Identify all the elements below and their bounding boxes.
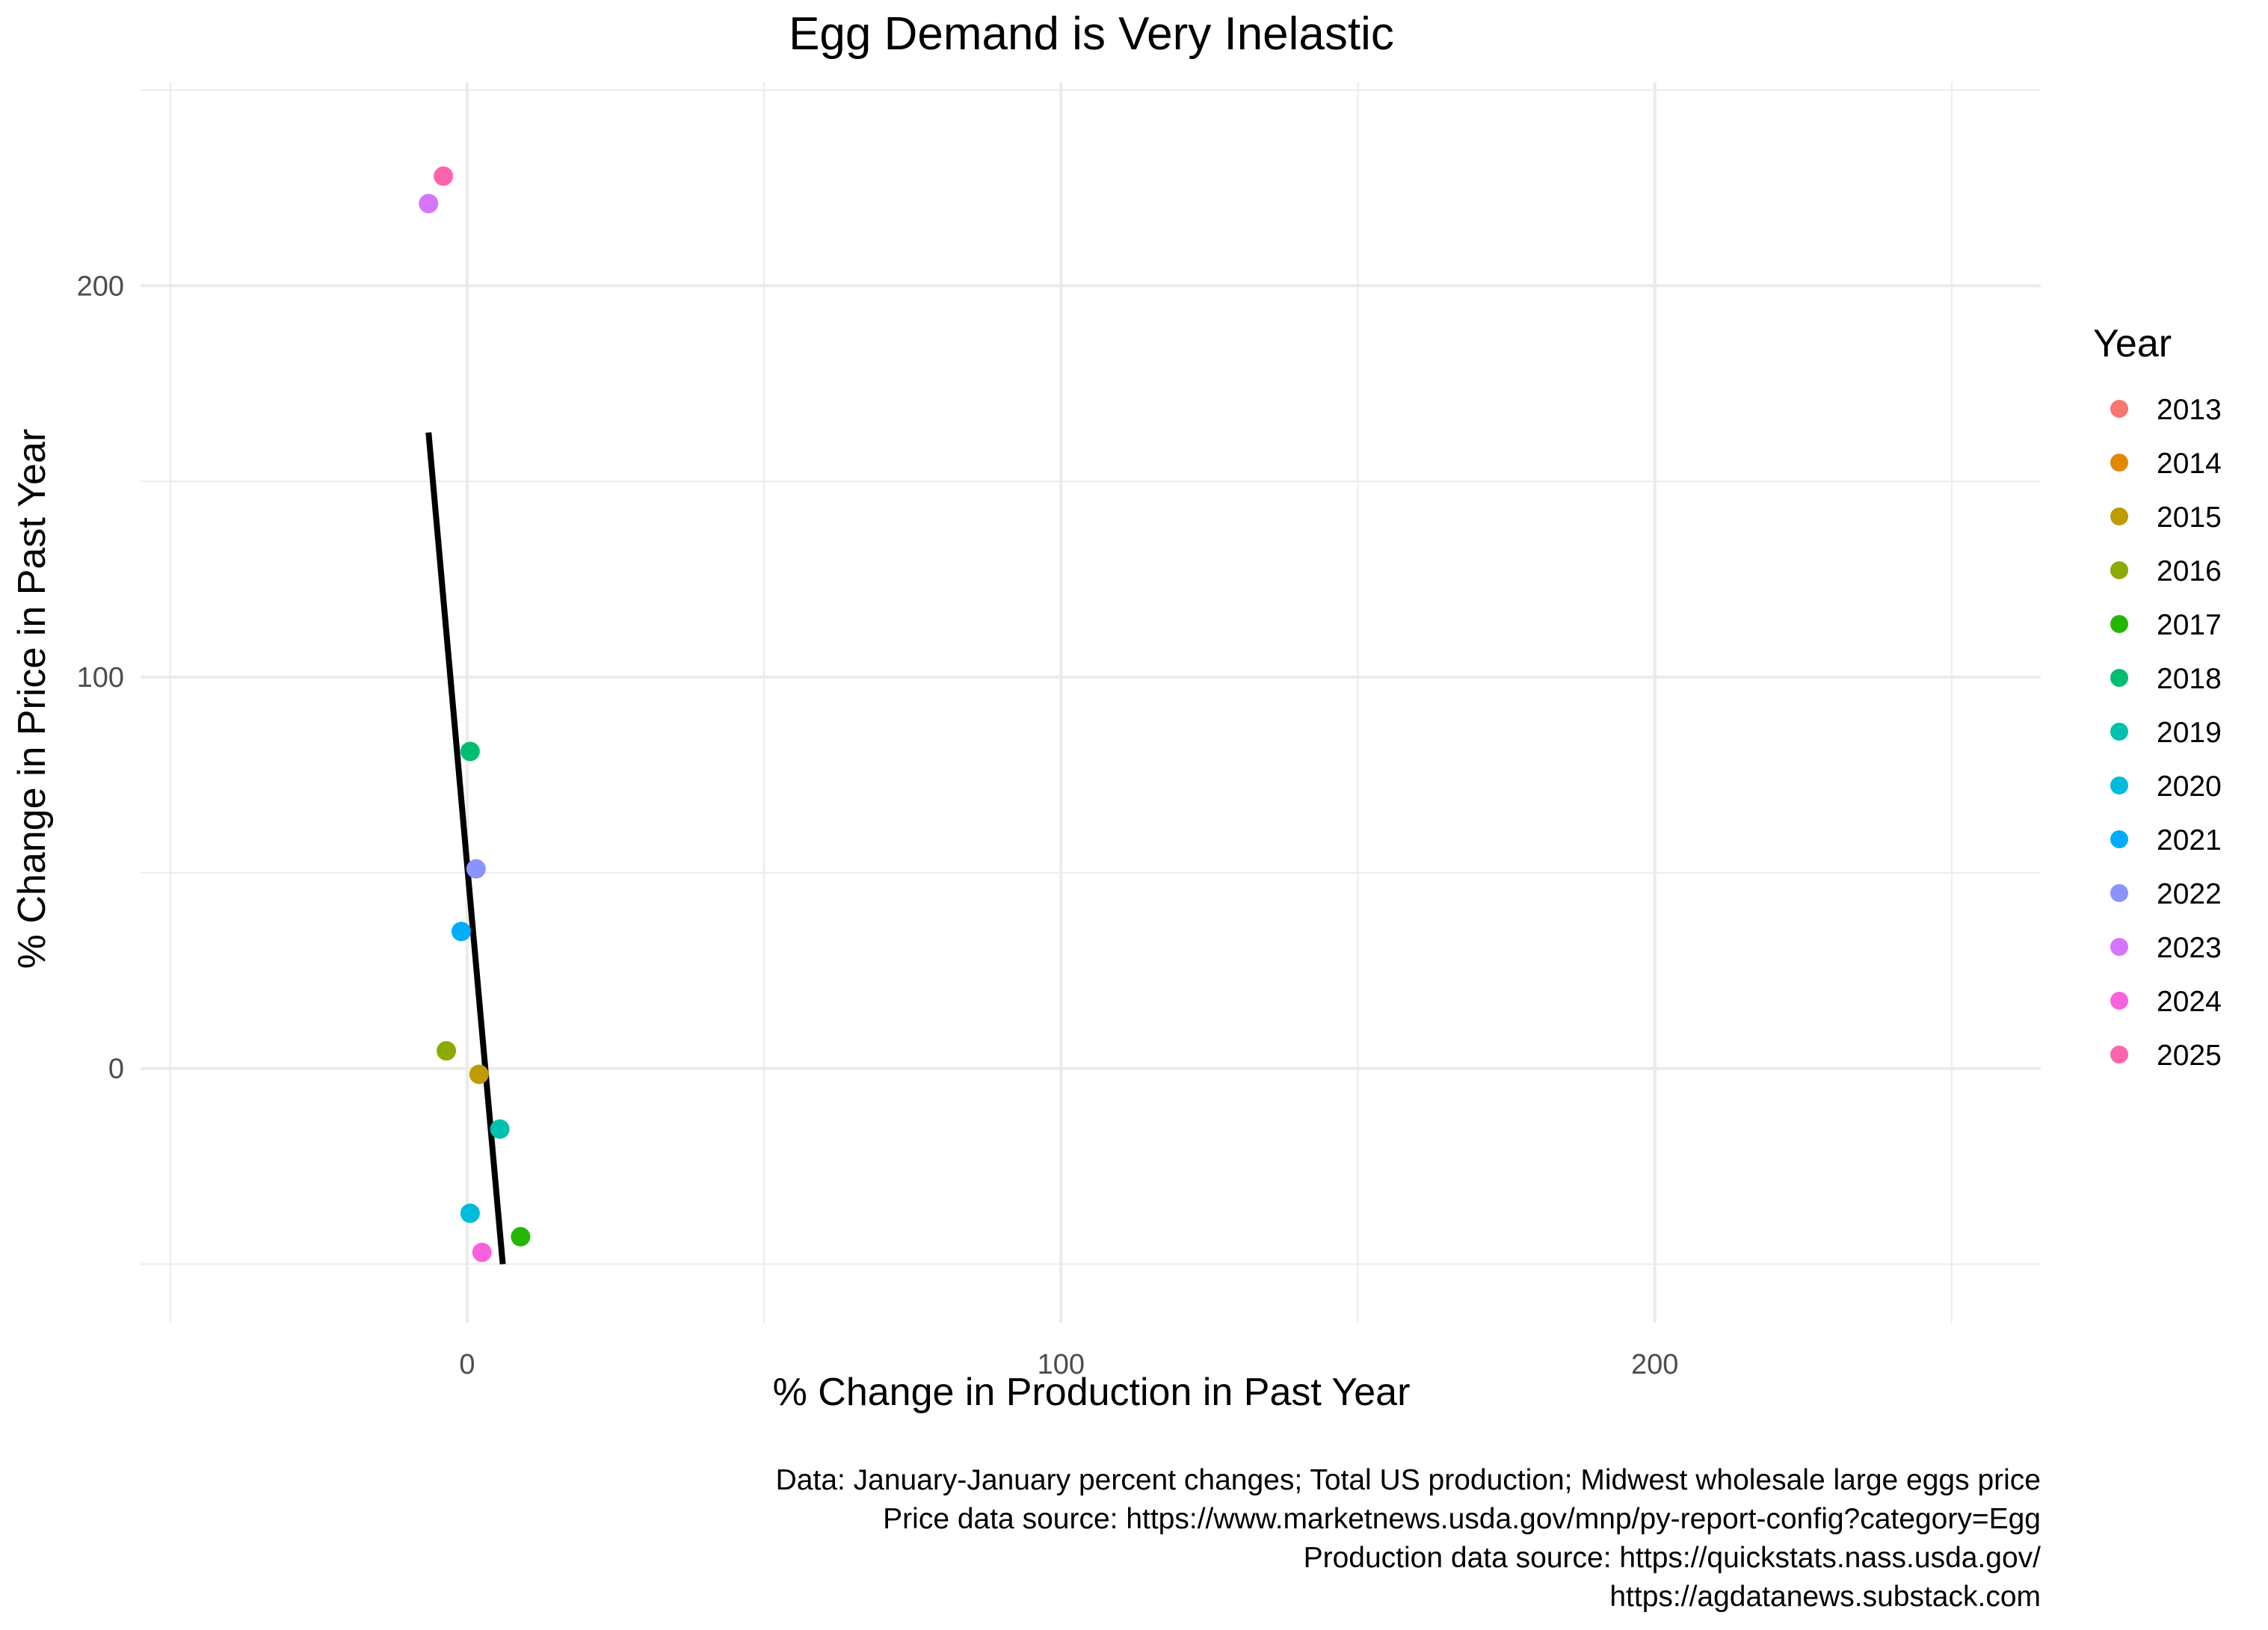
caption: Data: January-January percent changes; T… — [776, 1464, 2041, 1613]
x-tick-label: 200 — [1631, 1349, 1678, 1380]
y-tick-labels: 0 100 200 — [77, 271, 124, 1084]
caption-line: https://agdatanews.substack.com — [1609, 1581, 2041, 1613]
legend-label-2018: 2018 — [2157, 663, 2222, 695]
y-tick-label: 200 — [77, 271, 124, 302]
y-tick-label: 100 — [77, 662, 124, 694]
legend-key-2018 — [2110, 669, 2128, 687]
legend-label-2025: 2025 — [2157, 1040, 2222, 1072]
data-point-2024 — [472, 1242, 492, 1262]
legend-label-2016: 2016 — [2157, 555, 2222, 587]
x-tick-label: 0 — [459, 1349, 475, 1380]
x-tick-labels: 0 100 200 — [459, 1349, 1678, 1380]
legend-title: Year — [2093, 322, 2172, 365]
data-point-2015 — [469, 1064, 489, 1084]
y-tick-label: 0 — [108, 1054, 124, 1085]
data-point-2019 — [490, 1119, 510, 1139]
x-tick-label: 100 — [1038, 1349, 1085, 1380]
regression-line — [425, 432, 506, 1265]
grid-minor — [141, 82, 2041, 1323]
legend-label-2023: 2023 — [2157, 932, 2222, 964]
points-layer — [419, 166, 531, 1262]
legend-label-2017: 2017 — [2157, 609, 2222, 641]
legend-key-2020 — [2110, 777, 2128, 794]
data-point-2023 — [419, 194, 439, 214]
legend-key-2021 — [2110, 830, 2128, 848]
legend-entries: 2013 2014 2015 2016 2017 2018 2019 2020 2021 2022… — [2110, 394, 2222, 1072]
data-point-2020 — [460, 1203, 480, 1223]
caption-line: Price data source: https://www.marketnew… — [883, 1503, 2041, 1535]
legend-key-2013 — [2110, 400, 2128, 418]
fit-layer — [425, 432, 506, 1265]
caption-line: Production data source: https://quicksta… — [1304, 1542, 2041, 1574]
x-axis-title: % Change in Production in Past Year — [773, 1371, 1411, 1414]
legend-key-2022 — [2110, 884, 2128, 902]
caption-line: Data: January-January percent changes; T… — [776, 1464, 2041, 1496]
data-point-2017 — [511, 1226, 531, 1247]
legend-key-2017 — [2110, 615, 2128, 633]
legend: Year 2013 2014 2015 2016 2017 2018 2019 2020 202… — [2093, 322, 2222, 1072]
data-point-2025 — [434, 166, 454, 186]
legend-key-2019 — [2110, 723, 2128, 741]
grid-major — [141, 82, 2041, 1323]
legend-label-2015: 2015 — [2157, 501, 2222, 534]
legend-label-2013: 2013 — [2157, 394, 2222, 426]
legend-label-2024: 2024 — [2157, 986, 2222, 1018]
legend-key-2024 — [2110, 992, 2128, 1010]
legend-label-2020: 2020 — [2157, 771, 2222, 803]
data-point-2022 — [466, 859, 486, 879]
legend-key-2015 — [2110, 507, 2128, 525]
legend-label-2021: 2021 — [2157, 824, 2222, 856]
legend-label-2019: 2019 — [2157, 717, 2222, 749]
legend-label-2022: 2022 — [2157, 878, 2222, 910]
chart-title: Egg Demand is Very Inelastic — [789, 8, 1394, 60]
legend-key-2023 — [2110, 938, 2128, 956]
data-point-2021 — [451, 921, 471, 942]
y-axis-title: % Change in Price in Past Year — [10, 429, 54, 969]
legend-label-2014: 2014 — [2157, 448, 2222, 480]
data-point-2018 — [460, 741, 480, 762]
legend-key-2016 — [2110, 561, 2128, 579]
data-point-2016 — [437, 1041, 457, 1061]
legend-key-2014 — [2110, 454, 2128, 472]
legend-key-2025 — [2110, 1046, 2128, 1063]
